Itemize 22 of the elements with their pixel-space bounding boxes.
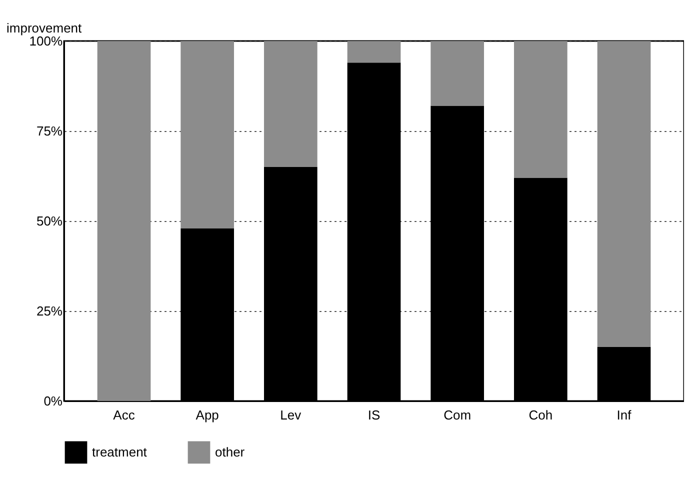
bar xyxy=(347,41,401,63)
y-axis-title: improvement xyxy=(6,20,82,36)
x-tick-label: Inf xyxy=(616,408,632,422)
x-tick-label: IS xyxy=(368,408,380,422)
y-tick-label: 25% xyxy=(36,304,63,318)
x-tick-label: Acc xyxy=(113,408,136,422)
bar xyxy=(597,41,651,347)
x-tick-label: Coh xyxy=(528,408,553,422)
legend-label: treatment xyxy=(92,444,148,460)
bar xyxy=(514,41,568,178)
legend-label: other xyxy=(215,444,246,460)
y-tick-label: 50% xyxy=(36,214,63,228)
bar xyxy=(264,41,318,167)
y-tick-label: 0% xyxy=(44,394,63,408)
x-tick-label: Com xyxy=(444,408,472,422)
bar xyxy=(180,41,234,228)
x-tick-label: Lev xyxy=(280,408,302,422)
y-tick-label: 100% xyxy=(29,34,63,48)
y-tick-label: 75% xyxy=(36,124,63,138)
bar xyxy=(97,41,151,401)
x-tick-label: App xyxy=(196,408,219,422)
bar xyxy=(430,41,484,106)
